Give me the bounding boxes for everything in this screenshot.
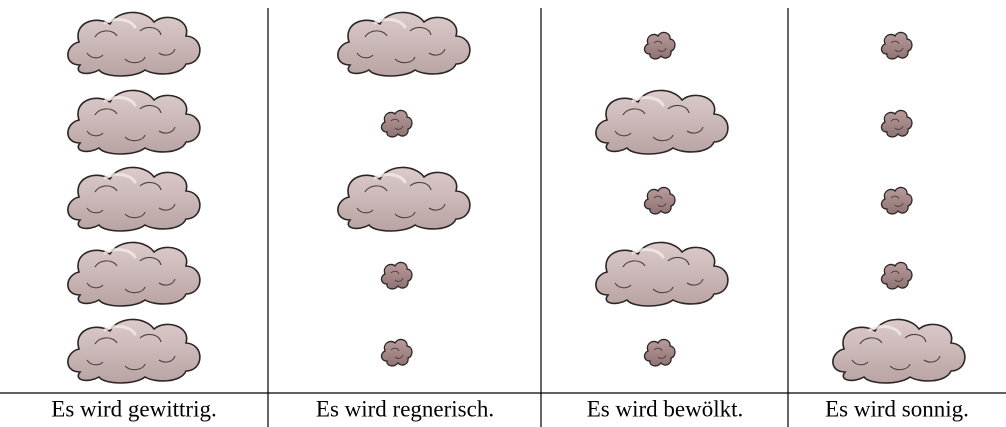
caption: Es wird regnerisch. [316, 396, 494, 421]
cloud-large [594, 88, 730, 156]
cloud-large [66, 88, 202, 156]
cloud-large [336, 165, 472, 233]
cloud-small [380, 109, 413, 138]
cloud-small [880, 186, 913, 215]
cloud-small [643, 31, 676, 60]
cloud-large [66, 10, 202, 78]
cloud-small [643, 338, 676, 367]
cloud-large [594, 240, 730, 308]
cloud-small [880, 109, 913, 138]
cloud-large [831, 317, 967, 385]
caption: Es wird gewittrig. [51, 396, 216, 421]
cloud-small [380, 338, 413, 367]
cloud-small [880, 261, 913, 290]
cloud-small [880, 31, 913, 60]
cloud-large [66, 240, 202, 308]
cloud-small [380, 261, 413, 290]
cloud-large [66, 165, 202, 233]
cloud-small [643, 186, 676, 215]
cloud-large [336, 10, 472, 78]
caption: Es wird bewölkt. [587, 396, 744, 421]
cloud-large [66, 317, 202, 385]
caption: Es wird sonnig. [825, 396, 969, 421]
